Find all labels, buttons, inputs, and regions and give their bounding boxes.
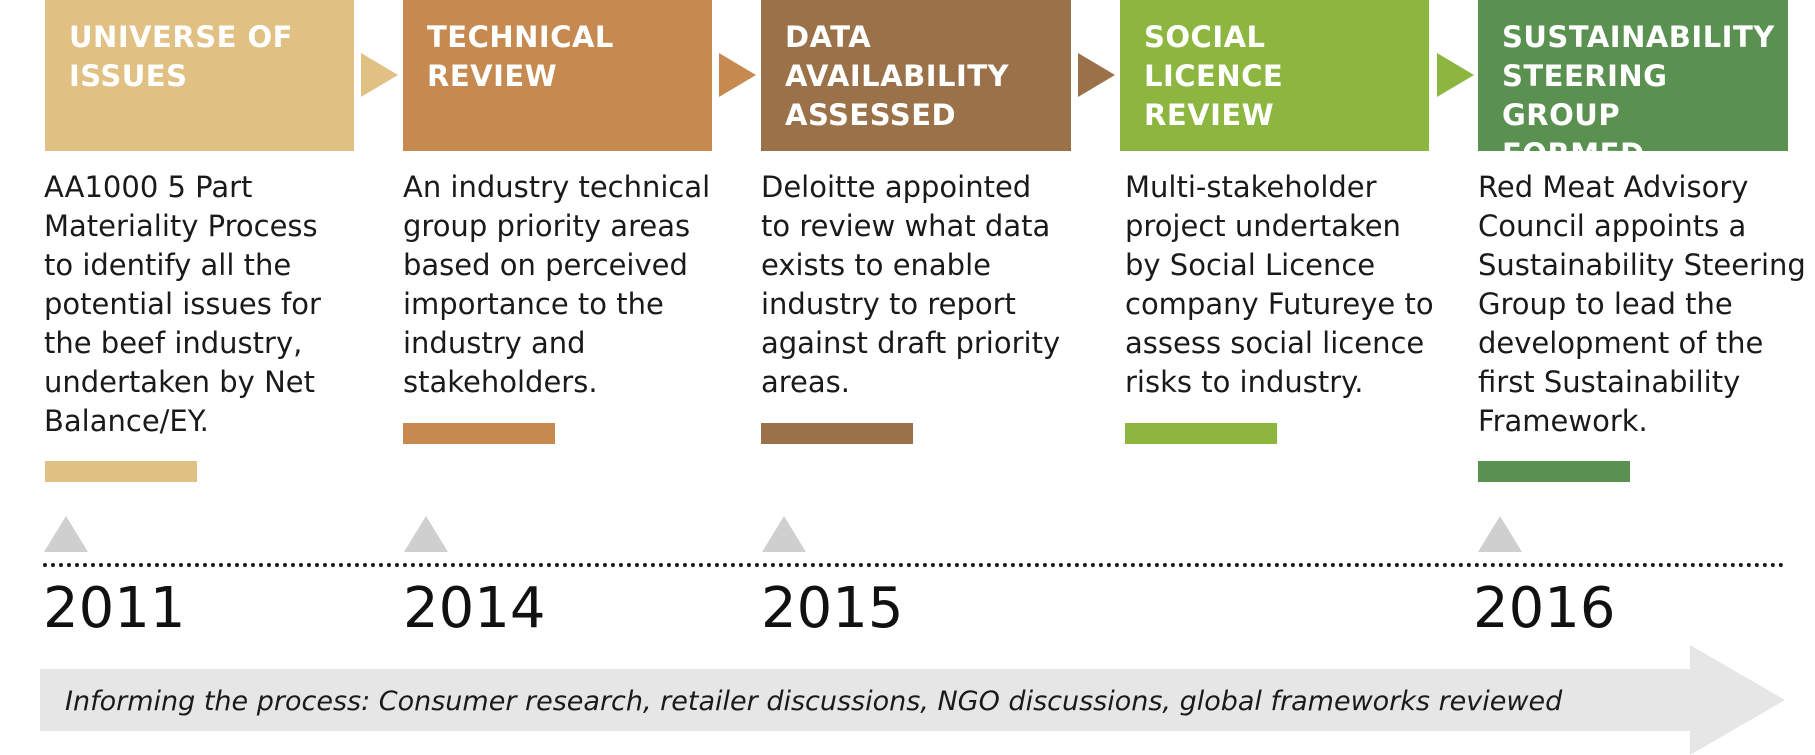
stage-box-sustainability-steering-group: SUSTAINABILITY STEERING GROUP FORMED [1478,0,1788,171]
stage-color-bar [761,423,913,444]
stage-description-universe-of-issues: AA1000 5 Part Materiality Process to ide… [44,170,321,438]
stage-description-technical-review: An industry technical group priority are… [403,170,711,399]
stage-description-data-availability: Deloitte appointed to review what data e… [761,170,1061,399]
timeline-marker-icon [404,516,448,552]
stage-title: SUSTAINABILITY STEERING GROUP FORMED [1502,20,1775,171]
stage-color-bar [403,423,555,444]
informing-text: Informing the process: Consumer research… [65,686,1563,717]
stage-title: DATA AVAILABILITY ASSESSED [785,20,1010,132]
year-label: 2015 [761,576,904,641]
timeline-marker-icon [1478,516,1522,552]
timeline-marker-icon [762,516,806,552]
banner-arrow-icon [40,645,1785,755]
stage-description-steering-group: Red Meat Advisory Council appoints a Sus… [1478,170,1806,438]
stage-box-technical-review: TECHNICAL REVIEW [403,0,712,151]
stage-description-social-licence: Multi-stakeholder project undertaken by … [1125,170,1434,399]
stage-title: SOCIAL LICENCE REVIEW [1144,20,1284,132]
connector-arrow-icon [1437,53,1474,97]
informing-process-banner: Informing the process: Consumer research… [40,645,1800,755]
stage-box-social-licence-review: SOCIAL LICENCE REVIEW [1120,0,1429,151]
stage-color-bar [45,461,197,482]
timeline-marker-icon [44,516,88,552]
stage-title: UNIVERSE OF ISSUES [69,20,293,93]
timeline-dotted-line [43,563,1785,567]
stage-box-data-availability-assessed: DATA AVAILABILITY ASSESSED [761,0,1071,151]
year-label: 2011 [43,576,186,641]
stage-box-universe-of-issues: UNIVERSE OF ISSUES [45,0,354,151]
stage-color-bar [1125,423,1277,444]
year-label: 2016 [1473,576,1616,641]
year-label: 2014 [403,576,546,641]
connector-arrow-icon [719,53,756,97]
connector-arrow-icon [1078,53,1115,97]
stage-color-bar [1478,461,1630,482]
stage-title: TECHNICAL REVIEW [427,20,614,93]
connector-arrow-icon [361,53,398,97]
